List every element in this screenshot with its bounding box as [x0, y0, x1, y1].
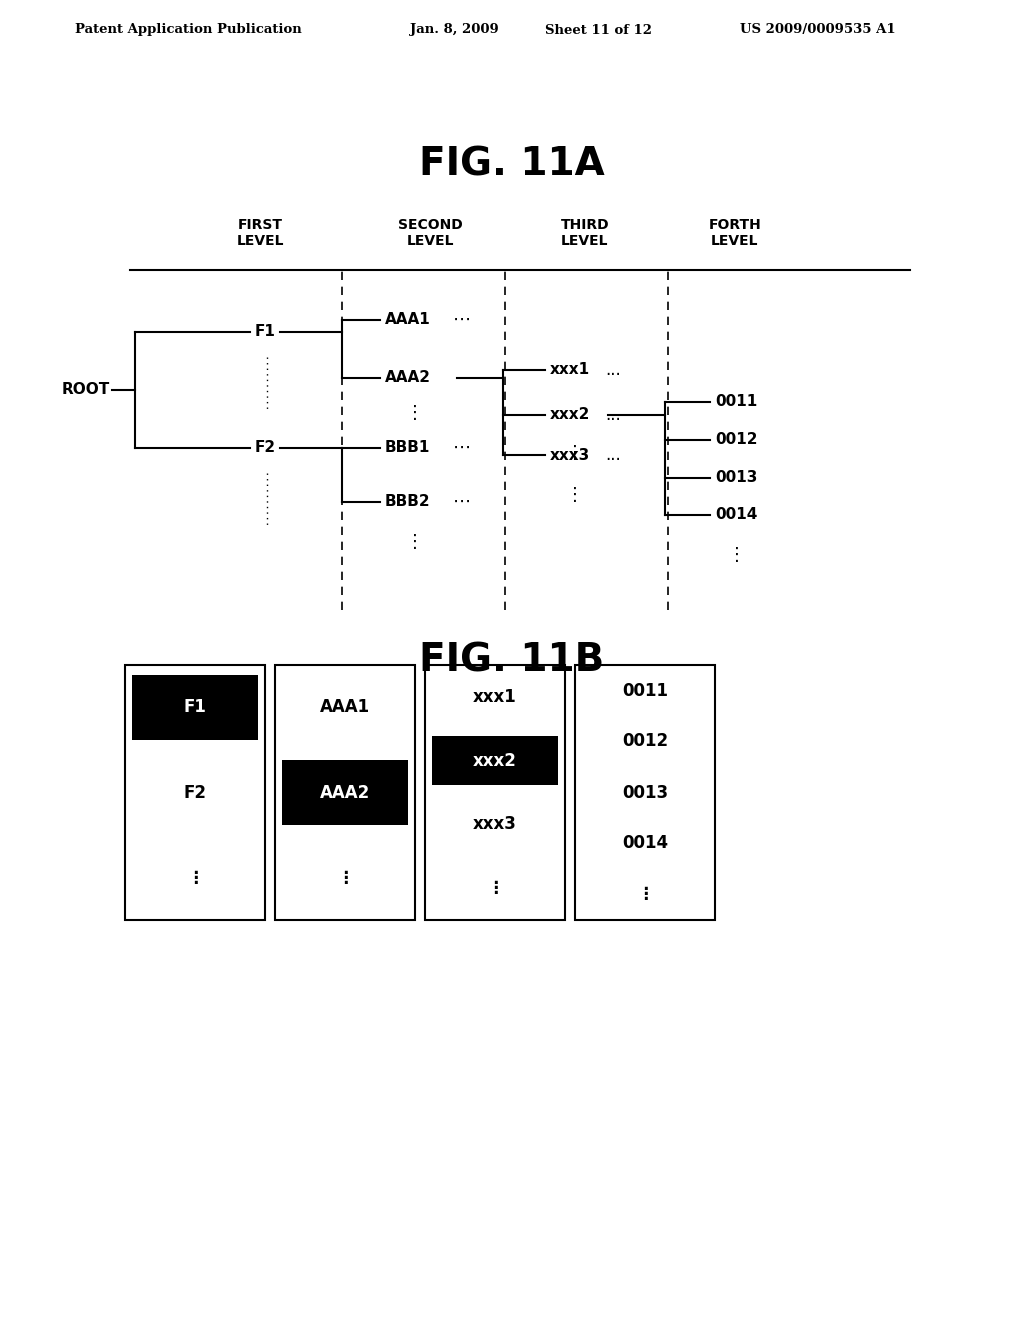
Text: ⋮: ⋮ [406, 404, 424, 422]
Text: xxx3: xxx3 [550, 447, 590, 462]
Text: 0011: 0011 [622, 681, 668, 700]
Text: 0012: 0012 [622, 733, 668, 751]
Text: xxx2: xxx2 [550, 408, 591, 422]
Text: F2: F2 [255, 441, 276, 455]
Text: US 2009/0009535 A1: US 2009/0009535 A1 [740, 24, 896, 37]
Text: xxx1: xxx1 [550, 363, 590, 378]
Bar [575, 665, 715, 920]
Bar [132, 676, 258, 739]
Text: xxx1: xxx1 [473, 688, 517, 706]
Text: BBB2: BBB2 [385, 495, 431, 510]
Text: F2: F2 [183, 784, 207, 801]
Text: 0012: 0012 [715, 433, 758, 447]
Bar [125, 665, 265, 920]
Text: AAA1: AAA1 [385, 313, 431, 327]
Bar [425, 665, 565, 920]
Text: ⋯: ⋯ [453, 440, 471, 457]
Text: FORTH
LEVEL: FORTH LEVEL [709, 218, 762, 248]
Text: Patent Application Publication: Patent Application Publication [75, 24, 302, 37]
Text: 0014: 0014 [622, 834, 668, 853]
Text: xxx2: xxx2 [473, 751, 517, 770]
Text: xxx3: xxx3 [473, 816, 517, 833]
Text: AAA2: AAA2 [385, 371, 431, 385]
Text: 0013: 0013 [622, 784, 668, 801]
Bar [432, 737, 558, 785]
Text: BBB1: BBB1 [385, 441, 430, 455]
Text: FIG. 11A: FIG. 11A [419, 147, 605, 183]
Text: THIRD
LEVEL: THIRD LEVEL [561, 218, 609, 248]
Text: 0014: 0014 [715, 507, 758, 523]
Text: FIRST
LEVEL: FIRST LEVEL [237, 218, 284, 248]
Bar [282, 760, 408, 825]
Text: ...: ... [605, 360, 621, 379]
Text: FIG. 11B: FIG. 11B [420, 642, 604, 678]
Text: ...: ... [605, 446, 621, 465]
Text: SECOND
LEVEL: SECOND LEVEL [397, 218, 463, 248]
Text: 0011: 0011 [715, 395, 758, 409]
Text: ⋮: ⋮ [566, 444, 584, 462]
Text: AAA2: AAA2 [319, 784, 370, 801]
Text: ⋮: ⋮ [566, 486, 584, 504]
Text: ...: ... [605, 407, 621, 424]
Text: F1: F1 [255, 325, 275, 339]
Text: ⋮: ⋮ [337, 869, 353, 887]
Text: ⋮: ⋮ [728, 546, 746, 564]
Text: Sheet 11 of 12: Sheet 11 of 12 [545, 24, 652, 37]
Text: ⋯: ⋯ [453, 492, 471, 511]
Text: ⋮: ⋮ [406, 533, 424, 550]
Text: Jan. 8, 2009: Jan. 8, 2009 [410, 24, 499, 37]
Text: ⋯: ⋯ [453, 312, 471, 329]
Text: 0013: 0013 [715, 470, 758, 486]
Text: ROOT: ROOT [61, 383, 110, 397]
Text: AAA1: AAA1 [319, 698, 370, 717]
Text: ⋮: ⋮ [637, 886, 653, 903]
Text: ⋮: ⋮ [486, 879, 504, 898]
Text: ⋮: ⋮ [186, 869, 204, 887]
Text: F1: F1 [183, 698, 207, 717]
Bar [275, 665, 415, 920]
